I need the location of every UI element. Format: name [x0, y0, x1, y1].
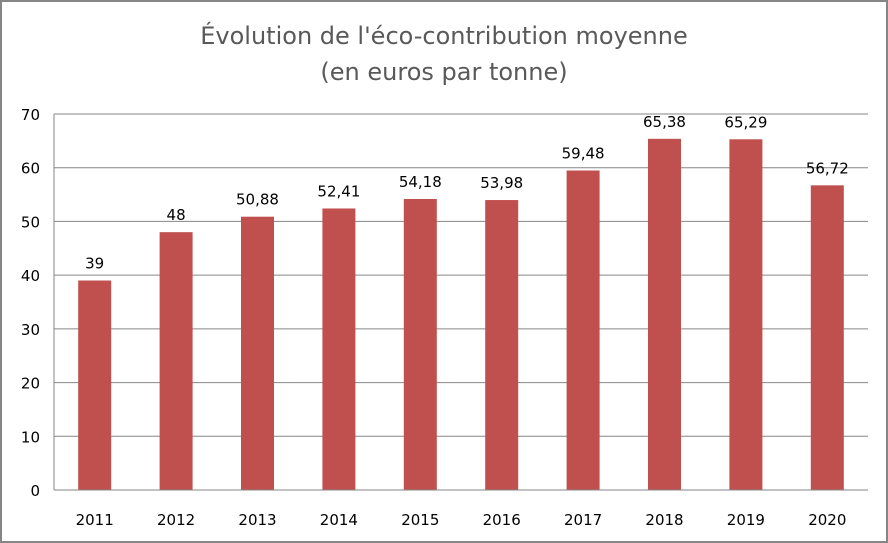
x-tick-label: 2013 — [238, 511, 276, 529]
data-label: 53,98 — [480, 174, 523, 192]
x-tick-label: 2019 — [727, 511, 765, 529]
chart-subtitle: (en euros par tonne) — [320, 58, 568, 86]
bar — [648, 138, 681, 491]
data-label: 54,18 — [399, 173, 442, 191]
bar — [810, 185, 844, 490]
y-tick-label: 60 — [21, 160, 40, 178]
y-tick-label: 10 — [21, 428, 40, 446]
bar — [322, 208, 356, 490]
data-label: 39 — [85, 255, 104, 273]
y-tick-label: 30 — [21, 321, 40, 339]
y-tick-label: 70 — [21, 106, 40, 124]
x-tick-label: 2018 — [645, 511, 683, 529]
bar — [729, 139, 763, 490]
data-label: 56,72 — [806, 159, 849, 177]
x-tick-label: 2011 — [76, 511, 114, 529]
x-tick-label: 2020 — [808, 511, 846, 529]
x-tick-label: 2016 — [483, 511, 521, 529]
x-tick-label: 2012 — [157, 511, 195, 529]
data-label: 59,48 — [562, 145, 605, 163]
data-label: 50,88 — [236, 191, 279, 209]
bar — [485, 200, 519, 490]
x-tick-label: 2017 — [564, 511, 602, 529]
y-tick-label: 0 — [30, 482, 40, 500]
bar — [159, 232, 193, 490]
y-tick-label: 40 — [21, 267, 40, 285]
x-tick-label: 2015 — [401, 511, 439, 529]
y-tick-label: 50 — [21, 213, 40, 231]
bar — [241, 216, 274, 490]
bar — [403, 198, 437, 490]
data-label: 52,41 — [317, 182, 360, 200]
data-label: 65,38 — [643, 113, 686, 131]
data-label: 48 — [167, 206, 186, 224]
y-tick-label: 20 — [21, 375, 40, 393]
bar — [566, 170, 600, 490]
bar — [78, 280, 112, 490]
x-tick-label: 2014 — [320, 511, 358, 529]
data-label: 65,29 — [724, 113, 767, 131]
chart-title: Évolution de l'éco-contribution moyenne — [200, 22, 688, 50]
